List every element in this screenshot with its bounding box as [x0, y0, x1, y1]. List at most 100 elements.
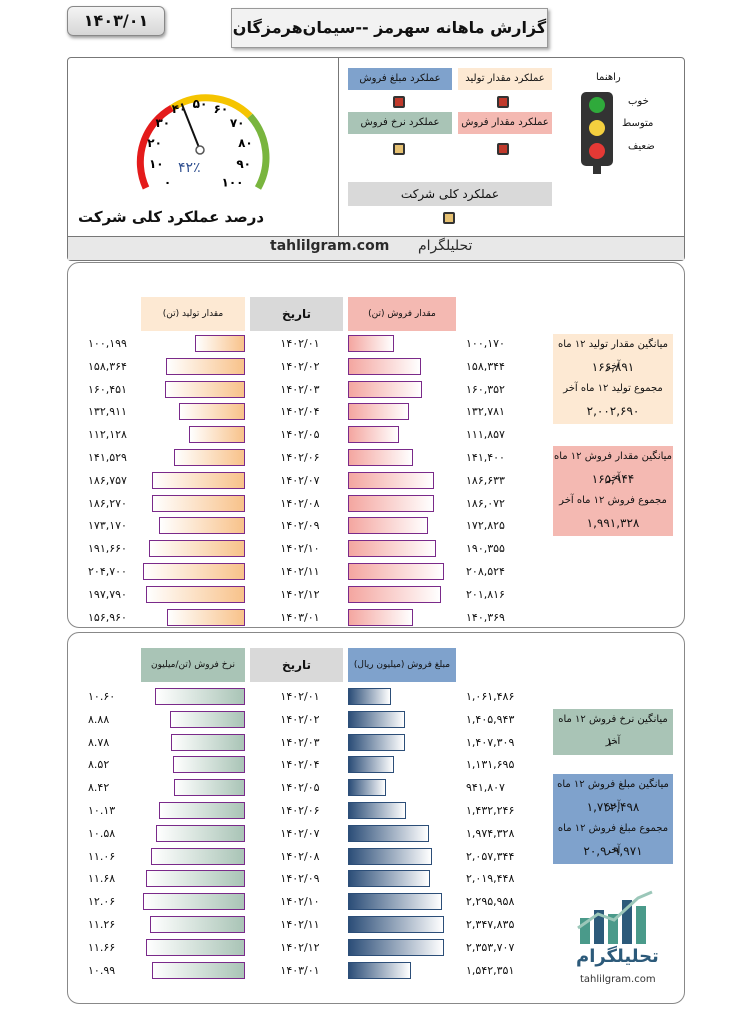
perf-sales-amount-label: عملکرد مقدار فروش: [458, 112, 552, 134]
left-value-cell: ۱۱۲,۱۲۸: [88, 428, 127, 442]
perf-production-label: عملکرد مقدار تولید: [458, 68, 552, 90]
date-cell: ۱۴۰۲/۱۱: [280, 565, 320, 578]
right-value-bar: [348, 847, 432, 865]
left-value-bar: [195, 335, 245, 352]
date-cell: ۱۴۰۲/۰۹: [280, 872, 320, 886]
right-value-cell: ۲,۰۱۹,۴۴۸: [466, 872, 515, 886]
left-value-bar: [152, 494, 245, 512]
right-value-cell: ۱۰۰,۱۷۰: [466, 337, 505, 350]
right-value-bar: [348, 733, 406, 751]
date-cell: ۱۴۰۲/۰۴: [280, 758, 320, 772]
rate-avg-label: میانگین نرخ فروش ۱۲ ماه آخر: [558, 714, 668, 747]
right-value-bar: [348, 916, 444, 933]
value-info-box: میانگین مبلغ فروش ۱۲ ماه آخر ۱,۷۴۲,۴۹۸ م…: [553, 774, 673, 864]
gauge-tick-label: ۰: [164, 176, 171, 190]
right-value-cell: ۹۴۱,۸۰۷: [466, 781, 505, 795]
right-value-cell: ۲,۳۵۳,۷۰۷: [466, 940, 515, 954]
gauge-tick-label: ۱۰۰: [222, 176, 244, 190]
gauge-tick-label: ۵۰: [193, 97, 208, 111]
right-value-cell: ۲۰۱,۸۱۶: [466, 587, 505, 601]
right-value-cell: ۱۴۰,۳۶۹: [466, 610, 505, 624]
left-value-bar: [159, 802, 245, 819]
left-value-cell: ۸.۴۲: [88, 781, 110, 795]
sales-header: مقدار فروش (تن): [348, 297, 456, 331]
left-value-bar: [166, 357, 245, 375]
right-value-cell: ۱,۴۳۲,۲۴۶: [466, 804, 515, 817]
left-value-cell: ۱۲.۰۶: [88, 895, 116, 909]
date-cell: ۱۴۰۲/۱۰: [280, 542, 320, 556]
right-value-bar: [348, 563, 444, 580]
left-value-cell: ۱۱.۲۶: [88, 918, 116, 931]
date-cell: ۱۴۰۲/۰۵: [280, 428, 320, 442]
sales-sum-value: ۱,۹۹۱,۳۲۸: [586, 516, 640, 530]
left-value-bar: [155, 688, 245, 705]
report-date: ۱۴۰۳/۰۱: [67, 6, 165, 36]
right-value-bar: [348, 380, 422, 398]
perf-sales-rate-label: عملکرد نرخ فروش: [348, 112, 452, 134]
right-value-bar: [348, 688, 392, 705]
left-value-bar: [149, 916, 245, 933]
perf-sales-value-label: عملکرد مبلغ فروش: [348, 68, 452, 90]
value-sum-label: مجموع مبلغ فروش ۱۲ ماه آخر: [557, 823, 669, 856]
rate-value-panel: [67, 632, 685, 1004]
date-cell: ۱۴۰۲/۰۵: [280, 781, 320, 795]
sales-value-lamp: [393, 96, 405, 108]
traffic-light-icon: [581, 92, 613, 174]
right-value-bar: [348, 824, 429, 842]
right-value-bar: [348, 357, 421, 375]
left-value-bar: [158, 517, 245, 535]
right-value-cell: ۱۳۲,۷۸۱: [466, 405, 505, 419]
date-cell: ۱۴۰۲/۰۸: [280, 849, 320, 863]
right-value-bar: [348, 779, 387, 797]
left-value-cell: ۱۱.۶۶: [88, 940, 116, 954]
logo-english: tahlilgram.com: [580, 974, 656, 985]
gauge-tick-label: ۷۰: [230, 116, 245, 130]
right-value-bar: [348, 802, 407, 819]
prod-avg-value: ۱۶۶,۸۹۱: [591, 360, 635, 374]
summary-panel: [67, 57, 685, 261]
sales-rate-lamp: [393, 143, 405, 155]
left-value-cell: ۸.۷۸: [88, 735, 110, 749]
production-header: مقدار تولید (تن): [141, 297, 245, 331]
brand-bar: [68, 236, 684, 260]
sales-avg-value: ۱۶۵,۹۴۴: [591, 472, 635, 486]
right-value-bar: [348, 494, 434, 512]
value-avg-value: ۱,۷۴۲,۴۹۸: [586, 800, 640, 814]
left-value-bar: [146, 938, 245, 956]
date-cell: ۱۴۰۲/۰۹: [280, 519, 320, 533]
sales-sum-label: مجموع فروش ۱۲ ماه آخر: [559, 495, 667, 506]
right-value-bar: [348, 961, 411, 979]
gauge-title: درصد عملکرد کلی شرکت: [78, 208, 265, 226]
right-value-cell: ۱۱۱,۸۵۷: [466, 428, 505, 442]
left-value-cell: ۱۸۶,۷۵۷: [88, 473, 127, 487]
date-cell: ۱۴۰۲/۱۰: [280, 895, 320, 909]
date-cell: ۱۴۰۲/۱۲: [280, 940, 320, 954]
production-lamp: [497, 96, 509, 108]
left-value-cell: ۸.۵۲: [88, 758, 110, 772]
gauge-tick-label: ۱۰: [149, 157, 164, 171]
date-cell: ۱۴۰۳/۰۱: [280, 610, 320, 624]
legend-weak: ضعیف: [628, 141, 655, 152]
production-sales-panel: [67, 262, 685, 628]
right-value-cell: ۲۰۸,۵۲۴: [466, 565, 505, 578]
left-value-cell: ۱۶۰,۴۵۱: [88, 382, 127, 396]
left-value-bar: [172, 756, 245, 774]
left-value-cell: ۱۹۷,۷۹۰: [88, 587, 127, 601]
date-cell: ۱۴۰۲/۰۱: [280, 690, 320, 703]
right-value-bar: [348, 426, 400, 444]
gauge-needle: [180, 103, 201, 151]
left-value-cell: ۲۰۴,۷۰۰: [88, 565, 127, 578]
right-value-cell: ۲,۲۹۵,۹۵۸: [466, 895, 515, 909]
rate-avg-value: ۱۰: [606, 735, 620, 749]
gauge-hub: [195, 145, 205, 155]
right-value-cell: ۱,۹۷۴,۳۲۸: [466, 826, 515, 840]
panel-divider: [338, 58, 339, 236]
prod-sum-value: ۲,۰۰۲,۶۹۰: [586, 404, 640, 418]
left-value-cell: ۸.۸۸: [88, 712, 110, 726]
right-value-cell: ۱,۵۴۲,۳۵۱: [466, 963, 515, 977]
left-value-cell: ۱۹۱,۶۶۰: [88, 542, 127, 556]
right-value-bar: [348, 517, 428, 535]
right-value-cell: ۱۹۰,۳۵۵: [466, 542, 505, 556]
left-value-cell: ۱۰۰,۱۹۹: [88, 337, 127, 350]
